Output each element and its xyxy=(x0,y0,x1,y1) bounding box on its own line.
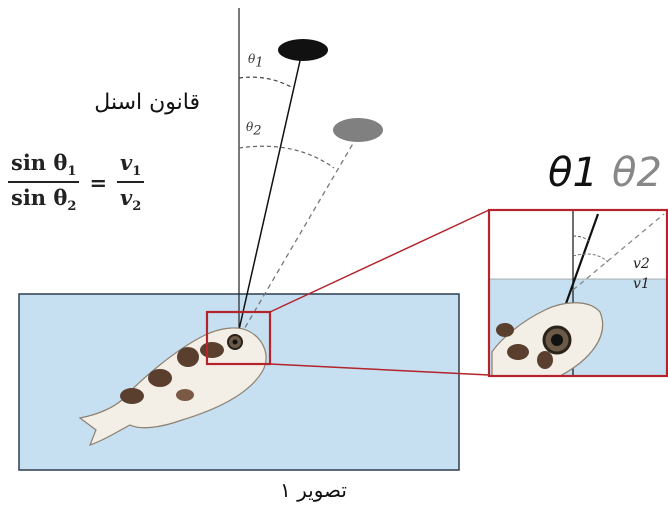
real-sight-line xyxy=(235,51,303,344)
theta1-arc xyxy=(238,76,294,89)
apparent-target xyxy=(333,118,383,142)
zoom-theta1-label: θ1 xyxy=(548,150,598,196)
v1-label: v1 xyxy=(633,276,650,292)
theta2-small-label: θ2 xyxy=(246,120,262,139)
figure-caption: تصویر ۱ xyxy=(280,478,347,502)
zoom-theta2-label: θ2 xyxy=(612,150,662,196)
sine-ratio: sin θ1 sin θ2 xyxy=(8,150,80,214)
connector-top xyxy=(269,209,490,313)
theta2-arc xyxy=(238,145,335,169)
snell-law-title: قانون اسنل xyxy=(94,90,200,115)
apparent-sight-line xyxy=(235,134,359,344)
archer-fish xyxy=(78,327,267,446)
snell-formula: sin θ1 sin θ2 = v1 v2 xyxy=(8,150,145,214)
v2-label: v2 xyxy=(633,256,650,272)
zoom-panel xyxy=(487,208,668,378)
connector-bottom xyxy=(269,363,490,376)
focus-box xyxy=(205,310,272,366)
real-target xyxy=(278,39,328,61)
theta1-small-label: θ1 xyxy=(248,52,264,71)
velocity-ratio: v1 v2 xyxy=(117,150,145,214)
equals-sign: = xyxy=(89,169,108,195)
